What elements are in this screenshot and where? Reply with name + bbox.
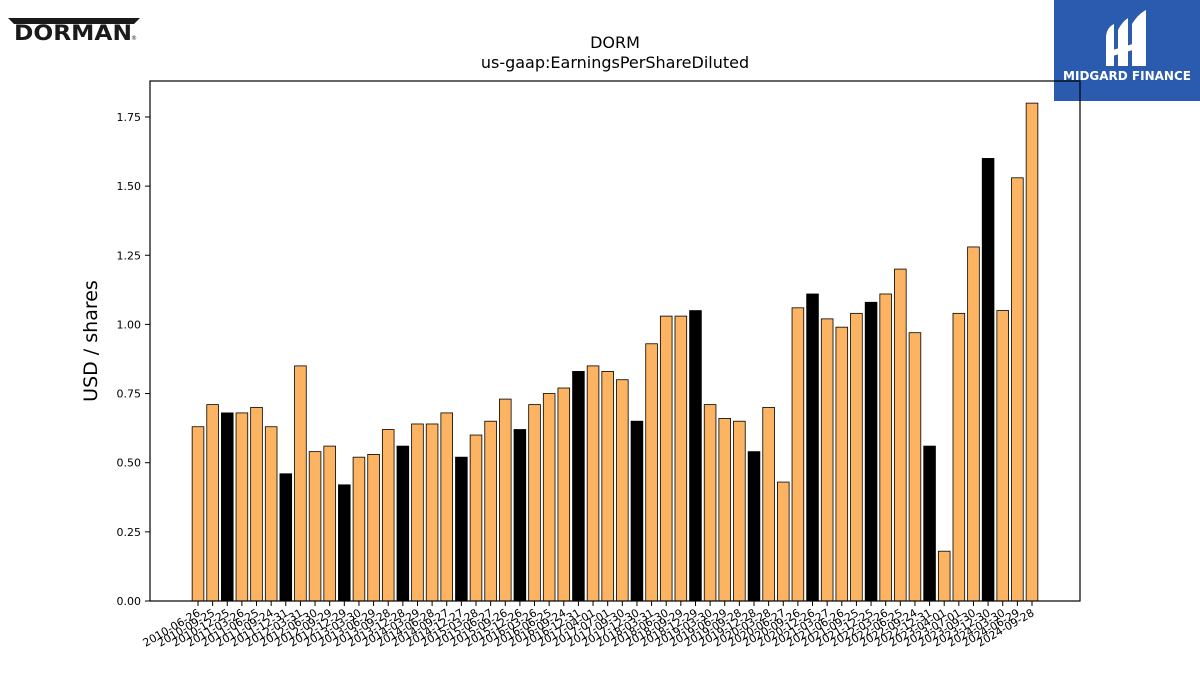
bar-2021-03-27 [820, 318, 834, 602]
bar-2013-12-28 [396, 445, 410, 602]
bar-2018-06-30 [659, 315, 673, 602]
y-tick-label: 0.00 [117, 595, 142, 608]
bar-2024-09-28 [1025, 102, 1039, 602]
bar-2020-06-27 [777, 481, 790, 602]
bar-2012-03-31 [294, 365, 307, 602]
brand-logo-text: MIDGARD FINANCE [1063, 69, 1191, 83]
bar-2010-06-26 [191, 426, 205, 602]
bar-2014-09-27 [440, 412, 453, 602]
bar-2013-06-29 [367, 453, 380, 602]
bar-2015-12-26 [513, 429, 527, 602]
y-axis-label: USD / shares [80, 280, 102, 402]
y-tick-label: 0.50 [117, 457, 142, 470]
bar-2016-12-31 [572, 371, 585, 602]
bar-2017-09-30 [616, 379, 629, 602]
bar-2021-09-25 [850, 312, 863, 602]
y-tick-label: 0.25 [117, 526, 142, 539]
bar-2012-06-30 [308, 451, 322, 602]
bar-2021-12-25 [864, 301, 878, 602]
bar-2019-12-28 [747, 451, 761, 602]
chart-title: DORM [590, 33, 640, 52]
bars-group [191, 102, 1039, 602]
bar-2021-06-26 [835, 326, 849, 602]
bar-2020-03-28 [762, 406, 775, 602]
bar-2012-12-29 [338, 484, 351, 602]
plot-frame [149, 80, 1081, 602]
bar-2011-12-31 [279, 473, 293, 602]
dorman-logo-bar [8, 18, 140, 24]
bar-2019-09-28 [733, 420, 746, 602]
bar-2019-03-30 [703, 404, 717, 602]
bar-2018-03-31 [645, 343, 658, 602]
bar-2017-12-30 [630, 420, 644, 602]
bar-2023-07-01 [952, 312, 966, 602]
bar-2013-09-28 [381, 429, 395, 602]
midgard-m-icon [1106, 10, 1146, 66]
bar-2022-06-25 [894, 268, 907, 602]
chart-subtitle: us-gaap:EarningsPerShareDiluted [481, 53, 749, 72]
bar-2024-06-29 [1011, 177, 1024, 602]
y-tick-label: 0.75 [117, 388, 142, 401]
bar-2015-03-28 [469, 434, 483, 602]
bar-2016-06-25 [542, 393, 556, 602]
bar-2022-09-24 [908, 332, 922, 602]
bar-2023-04-01 [937, 550, 951, 602]
bar-2023-09-30 [967, 246, 980, 602]
bar-2022-12-31 [923, 445, 936, 602]
y-axis-ticks: 0.00 0.25 0.50 0.75 1.00 1.25 1.50 1.75 [117, 111, 150, 608]
bar-2022-03-26 [879, 293, 892, 602]
bar-2020-12-26 [806, 293, 819, 602]
bar-2011-03-26 [235, 412, 249, 602]
bar-2014-12-27 [455, 456, 468, 602]
midgard-finance-logo: MIDGARD FINANCE [1054, 0, 1200, 101]
bar-2010-09-25 [206, 404, 219, 602]
bar-2014-03-29 [411, 423, 424, 602]
bar-2017-04-01 [586, 365, 600, 602]
bar-2014-06-28 [425, 423, 439, 602]
bar-2023-12-30 [981, 158, 995, 602]
bar-2024-03-30 [996, 310, 1009, 602]
bar-2020-09-26 [791, 307, 805, 602]
registered-mark-icon: ® [131, 35, 137, 42]
bar-2018-12-29 [689, 310, 702, 602]
bar-2010-12-25 [221, 412, 234, 602]
x-axis-ticks: 2010-06-262010-09-252010-12-252011-03-26… [141, 601, 1037, 650]
dorman-logo: DORMAN ® [8, 18, 140, 45]
bar-2015-06-27 [484, 420, 497, 602]
bar-2011-06-25 [250, 406, 263, 602]
bar-2012-09-29 [323, 445, 336, 602]
y-tick-label: 1.00 [117, 318, 142, 331]
bar-2018-09-29 [674, 315, 688, 602]
y-tick-label: 1.50 [117, 180, 142, 193]
dorman-logo-text: DORMAN [14, 21, 132, 45]
bar-2016-09-24 [557, 387, 571, 602]
y-tick-label: 1.75 [117, 111, 142, 124]
bar-2017-07-01 [601, 371, 614, 602]
bar-2015-09-26 [499, 398, 512, 602]
bar-2019-06-29 [718, 418, 731, 602]
bar-2016-03-26 [528, 404, 541, 602]
bar-2013-03-30 [352, 456, 366, 602]
bar-2011-09-24 [264, 426, 278, 602]
y-tick-label: 1.25 [117, 249, 142, 262]
